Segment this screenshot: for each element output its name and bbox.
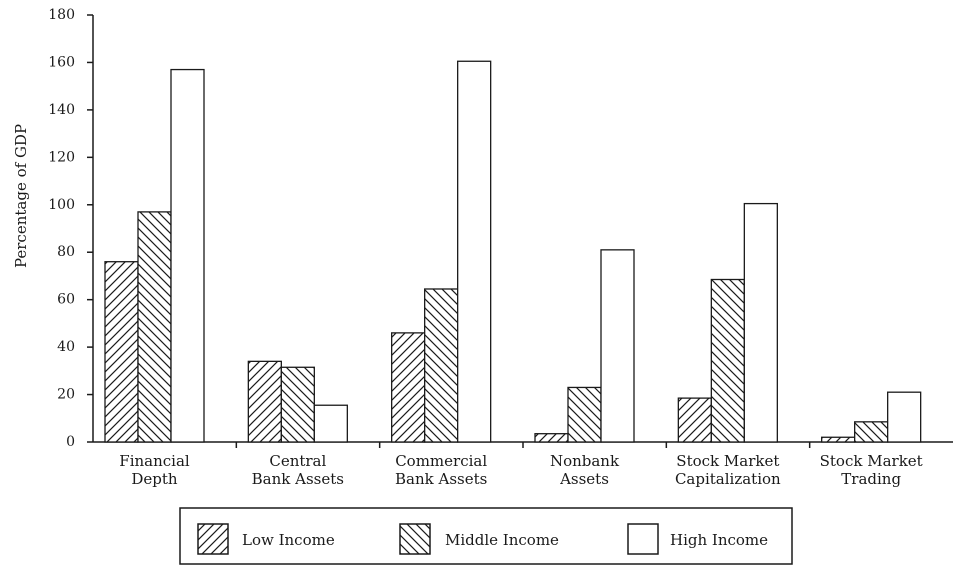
bar-middle-income <box>854 421 889 443</box>
y-tick-label: 80 <box>57 244 75 260</box>
x-category-label: Nonbank <box>550 452 620 470</box>
x-category-label: Assets <box>559 470 609 488</box>
y-tick-label: 60 <box>57 292 75 308</box>
legend-swatch-middle-income <box>399 523 431 555</box>
y-tick-label: 40 <box>57 339 75 355</box>
bar-low-income <box>821 436 856 443</box>
bar-high-income <box>457 60 492 443</box>
bar-high-income <box>743 202 778 443</box>
x-category-label: Central <box>269 452 326 470</box>
bars <box>104 60 922 443</box>
x-category-label: Commercial <box>395 452 487 470</box>
legend-swatch-low-income <box>197 523 229 555</box>
y-tick-label: 180 <box>48 7 75 23</box>
x-category-label: Financial <box>119 452 190 470</box>
y-axis: 0 20 40 60 80 100 120 140 160 180 <box>48 7 94 450</box>
bar-middle-income <box>710 278 745 443</box>
legend-label-middle-income: Middle Income <box>445 531 559 549</box>
x-category-label: Bank Assets <box>252 470 344 488</box>
bar-high-income <box>313 404 348 443</box>
x-category-label: Stock Market <box>676 452 779 470</box>
bar-middle-income <box>424 288 459 443</box>
bar-middle-income <box>567 386 602 443</box>
x-category-label: Trading <box>841 470 901 488</box>
bar-high-income <box>170 68 205 443</box>
bar-middle-income <box>280 366 315 443</box>
bar-low-income <box>677 397 712 443</box>
y-tick-label: 140 <box>48 102 75 118</box>
bar-low-income <box>104 261 139 443</box>
bar-low-income <box>247 360 282 443</box>
x-category-label: Capitalization <box>675 470 781 488</box>
y-tick-label: 100 <box>48 197 75 213</box>
legend-swatch-high-income <box>627 523 659 555</box>
legend: Low Income Middle Income High Income <box>179 507 793 565</box>
bar-high-income <box>887 391 922 443</box>
y-tick-label: 160 <box>48 54 75 70</box>
x-category-label: Depth <box>131 470 178 488</box>
x-category-label: Stock Market <box>820 452 923 470</box>
y-tick-label: 20 <box>57 387 75 403</box>
x-axis <box>93 441 953 448</box>
bar-middle-income <box>137 211 172 443</box>
legend-label-high-income: High Income <box>670 531 768 549</box>
x-category-label: Bank Assets <box>395 470 487 488</box>
y-axis-title: Percentage of GDP <box>12 124 30 268</box>
legend-label-low-income: Low Income <box>242 531 335 549</box>
legend-box <box>179 507 793 565</box>
bar-low-income <box>534 433 569 443</box>
bar-low-income <box>391 332 426 443</box>
y-tick-label: 120 <box>48 149 75 165</box>
y-tick-label: 0 <box>66 434 75 450</box>
bar-high-income <box>600 249 635 443</box>
